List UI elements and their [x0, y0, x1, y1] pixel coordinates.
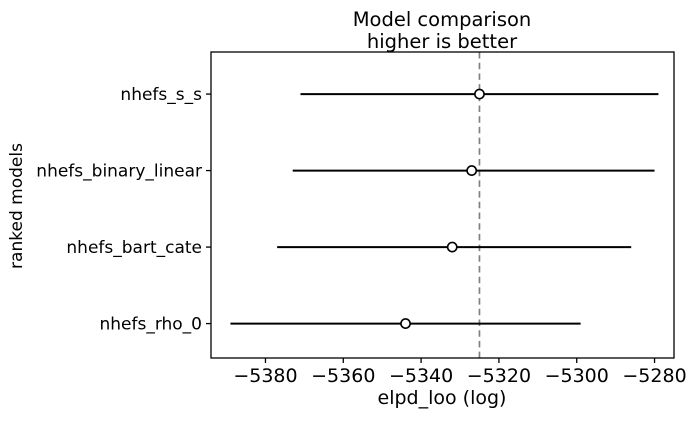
x-tick-label: −5360 [311, 365, 375, 387]
point-marker [474, 88, 485, 100]
x-tick-label: −5340 [389, 365, 453, 387]
chart-title: Model comparison [352, 8, 532, 31]
x-tick-label: −5300 [545, 365, 609, 387]
x-axis-label: elpd_loo (log) [377, 387, 507, 409]
point-marker [466, 165, 478, 176]
point-marker [446, 241, 458, 253]
x-tick-label: −5280 [622, 365, 686, 387]
chart-subtitle: higher is better [366, 30, 518, 53]
y-axis-label: ranked models [7, 143, 27, 269]
x-tick-label: −5380 [233, 365, 297, 387]
y-tick-label: nhefs_bart_cate [66, 238, 202, 258]
y-tick-label: nhefs_binary_linear [36, 162, 202, 182]
x-tick-label: −5320 [467, 365, 531, 387]
axes-frame [210, 51, 675, 359]
title-block: Model comparison higher is better [211, 9, 673, 53]
y-tick-label: nhefs_rho_0 [99, 315, 202, 335]
point-marker [400, 318, 411, 329]
y-tick-label: nhefs_s_s [120, 85, 202, 105]
